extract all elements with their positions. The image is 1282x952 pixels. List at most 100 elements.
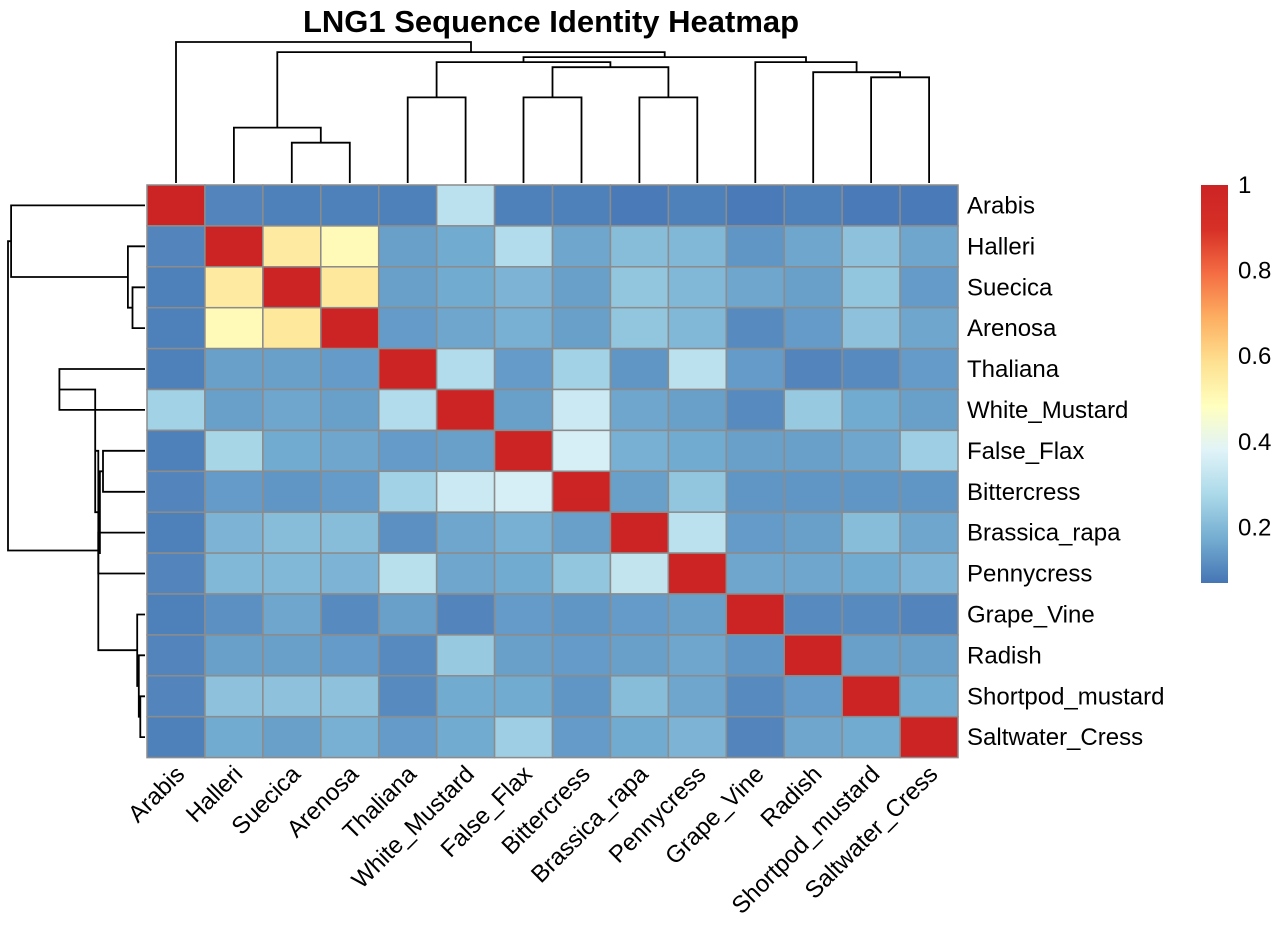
heatmap-cell (377, 715, 438, 759)
row-label: Thaliana (967, 356, 1060, 383)
heatmap-cell (262, 184, 322, 227)
heatmap-cell (204, 634, 264, 677)
heatmap-cell (841, 388, 901, 432)
heatmap-cell (377, 225, 438, 268)
heatmap-cell (899, 675, 959, 718)
heatmap-cell (783, 675, 843, 718)
heatmap-cell (377, 470, 438, 513)
heatmap-cell (493, 715, 554, 759)
heatmap-cell (320, 511, 380, 554)
heatmap-cell (146, 306, 206, 350)
heatmap-cell (146, 715, 206, 759)
heatmap-cell (493, 184, 554, 227)
heatmap-cell (899, 634, 959, 677)
heatmap-cell (899, 593, 959, 636)
heatmap-cell (320, 429, 380, 473)
heatmap-cell (841, 470, 901, 513)
heatmap-cell (204, 429, 264, 473)
row-labels: Arabis Halleri Suecica Arenosa Thaliana White… (967, 192, 1164, 751)
heatmap-cell (435, 306, 496, 350)
dendrogram-branch (127, 245, 145, 309)
legend-tick-label: 0.4 (1238, 429, 1271, 456)
heatmap-cell (493, 552, 554, 595)
dendrogram-branch (7, 240, 99, 552)
heatmap-cell (841, 347, 901, 391)
heatmap-cell (320, 470, 380, 513)
heatmap-cell (320, 184, 380, 227)
heatmap-cell (262, 306, 322, 350)
heatmap-cell (841, 306, 901, 350)
heatmap-cell (320, 675, 380, 718)
heatmap-cell (320, 715, 380, 759)
row-label: Halleri (967, 233, 1035, 260)
heatmap-cell (146, 225, 206, 268)
heatmap-cell (377, 593, 438, 636)
heatmap-cell (146, 184, 206, 227)
dendrogram-branch (638, 96, 699, 183)
heatmap-cell (899, 470, 959, 513)
heatmap-cell (262, 593, 322, 636)
heatmap-cell (493, 593, 554, 636)
heatmap-cell (146, 266, 206, 309)
heatmap-cell (609, 552, 670, 595)
heatmap-cell (667, 225, 728, 268)
heatmap-cell (204, 552, 264, 595)
heatmap-cell (146, 634, 206, 677)
heatmap-cell (899, 388, 959, 432)
heatmap-cell (841, 634, 901, 677)
heatmap-cell (899, 511, 959, 554)
dendrogram-branch (754, 61, 858, 183)
heatmap-cell (204, 715, 264, 759)
chart-title: LNG1 Sequence Identity Heatmap (303, 4, 799, 39)
heatmap-cell (609, 347, 670, 391)
heatmap-cell (146, 593, 206, 636)
heatmap-cell (551, 675, 612, 718)
row-label: Pennycress (967, 561, 1092, 588)
legend-tick-label: 0.2 (1238, 514, 1271, 541)
heatmap-cell (725, 675, 785, 718)
heatmap-cell (320, 388, 380, 432)
heatmap-cell (725, 593, 785, 636)
heatmap-cell (725, 388, 785, 432)
heatmap-cell (146, 470, 206, 513)
row-label: Bittercress (967, 479, 1080, 506)
heatmap-cell (435, 429, 496, 473)
heatmap-cell (725, 470, 785, 513)
dendrogram-branch (139, 695, 145, 738)
heatmap-cell (204, 184, 264, 227)
heatmap-cell (377, 675, 438, 718)
heatmap-cell (725, 634, 785, 677)
heatmap-cell (841, 715, 901, 759)
heatmap-cell (725, 429, 785, 473)
heatmap-cell (435, 347, 496, 391)
heatmap-cell (725, 225, 785, 268)
heatmap-cell (783, 306, 843, 350)
heatmap-cell (204, 306, 264, 350)
heatmap-cell (377, 306, 438, 350)
heatmap-cell (551, 470, 612, 513)
legend-tick-label: 1 (1238, 172, 1251, 199)
legend-tick-label: 0.8 (1238, 258, 1271, 285)
heatmap-cell (783, 266, 843, 309)
dendrogram-branch (551, 66, 670, 98)
heatmap-cell (609, 593, 670, 636)
dendrogram-branch (59, 388, 100, 514)
heatmap-cell (899, 552, 959, 595)
heatmap-cell (725, 552, 785, 595)
heatmap-cell (841, 593, 901, 636)
heatmap-cell (493, 306, 554, 350)
heatmap-cell (667, 675, 728, 718)
dendrogram-branch (102, 449, 145, 493)
heatmap-cell (435, 552, 496, 595)
row-label: Saltwater_Cress (967, 724, 1143, 751)
heatmap-cell (262, 675, 322, 718)
heatmap-cell (493, 470, 554, 513)
heatmap-cell (609, 634, 670, 677)
legend-tick-label: 0.6 (1238, 343, 1271, 370)
dendrogram-branch (276, 51, 666, 128)
dendrogram-branch (233, 126, 322, 183)
heatmap-cell (435, 593, 496, 636)
row-label: Arenosa (967, 315, 1057, 342)
heatmap-cell (551, 715, 612, 759)
heatmap-cell (551, 552, 612, 595)
